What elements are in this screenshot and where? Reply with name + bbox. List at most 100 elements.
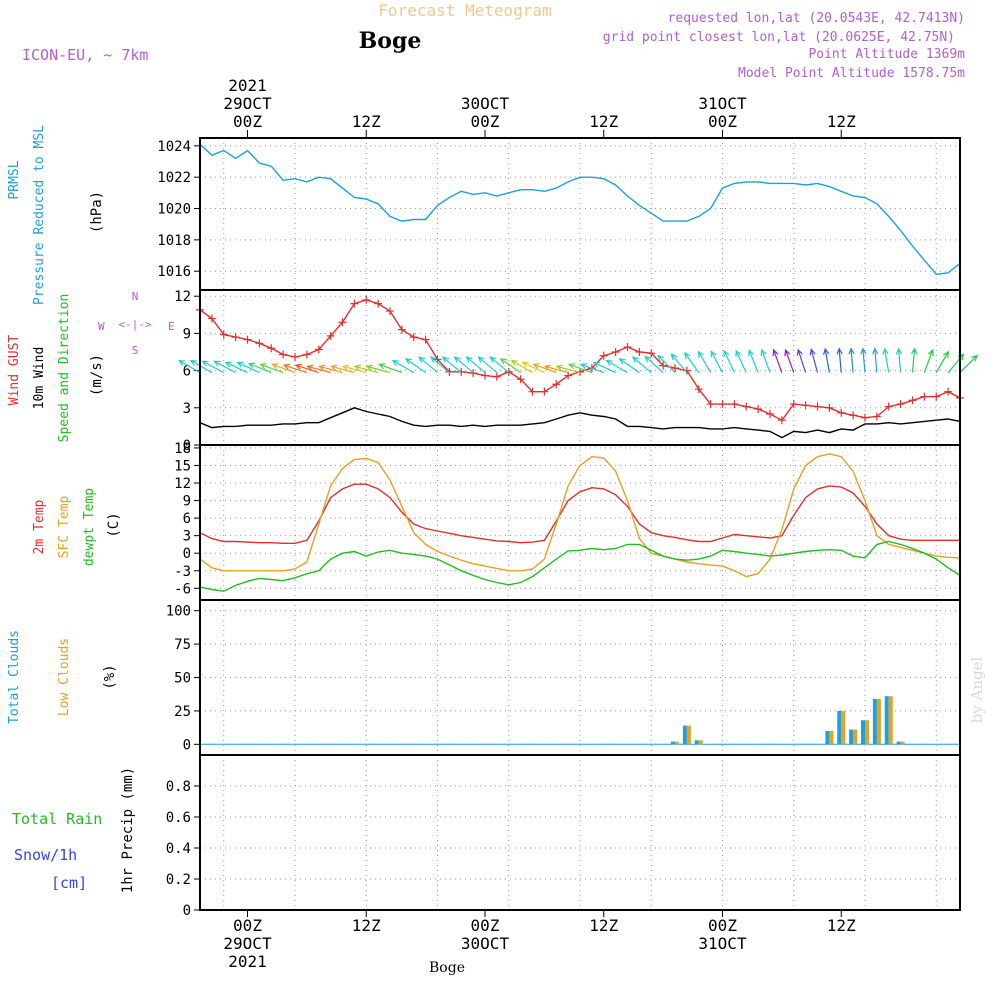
wind-arrow-head (271, 363, 279, 370)
gust-marker (243, 335, 252, 344)
gust-marker (754, 405, 763, 414)
gust-marker (861, 413, 869, 422)
wind-arrow (923, 349, 934, 373)
gust-marker (481, 371, 489, 380)
wind-panel: 0 3 6 9 12 (174, 289, 978, 454)
wind-arrow-head (809, 348, 816, 356)
wind-arrow-head (872, 347, 879, 355)
wind-arrow (511, 360, 533, 374)
gust-marker (611, 348, 620, 356)
bar-total-clouds (682, 725, 687, 745)
y-tick-label: 12 (174, 476, 191, 492)
gust-marker (291, 352, 299, 361)
wind-arrow (797, 349, 807, 373)
gust-marker (374, 299, 383, 308)
y-tick-label: 0 (183, 903, 191, 919)
wind-arrow (874, 348, 878, 373)
panel-frame (199, 289, 961, 446)
bar-total-clouds (861, 720, 865, 745)
wind-arrow-head (282, 363, 291, 370)
wind-arrow (418, 356, 438, 374)
bar-low-clouds (829, 730, 834, 745)
bar-low-clouds (876, 698, 881, 745)
label-low-clouds: Low Clouds (57, 638, 72, 716)
gust-marker (837, 408, 846, 417)
time-label-bottom: 12Z (827, 916, 856, 935)
wind-arrow (593, 361, 616, 374)
compass-w: W (98, 320, 105, 333)
gust-marker (302, 350, 311, 359)
label-2m-temp: 2m Temp (32, 499, 47, 554)
wind-arrow (307, 365, 331, 374)
wind-arrow (260, 363, 284, 374)
gust-marker (932, 392, 941, 401)
wind-arrow-head (605, 359, 613, 366)
series-line-10m-wind (199, 407, 961, 439)
wind-arrow (178, 360, 201, 374)
wind-arrow-head (618, 358, 626, 365)
wind-arrow-head (404, 358, 412, 365)
wind-arrow-head (201, 360, 209, 367)
wind-arrow (897, 348, 902, 373)
y-tick-label: 9 (183, 326, 191, 342)
label-sfc-temp: SFC Temp (57, 496, 72, 559)
wind-arrow-head (213, 360, 221, 367)
wind-arrow-head (353, 364, 361, 371)
wind-arrow-head (848, 347, 855, 355)
gust-marker (872, 412, 881, 421)
gust-marker (279, 350, 288, 359)
wind-arrow (366, 365, 391, 374)
wind-arrow (947, 353, 965, 373)
wind-arrow (392, 360, 415, 374)
wind-arrow (748, 350, 759, 373)
wind-arrow (190, 360, 213, 374)
clouds-panel: 0 25 50 75 100 (166, 599, 961, 756)
gust-marker (623, 343, 632, 352)
wind-arrow-head (317, 364, 326, 371)
gust-marker (718, 400, 727, 409)
label-c: (C) (106, 512, 122, 537)
wind-arrow (670, 353, 688, 373)
wind-arrow (569, 363, 593, 374)
time-label-bottom: 00Z (233, 916, 262, 935)
y-tick-label: 1024 (157, 139, 191, 155)
label-precip-mm: 1hr Precip (mm) (120, 767, 136, 893)
wind-arrow-head (189, 359, 198, 366)
wind-arrow-head (772, 348, 779, 357)
wind-arrow-head (378, 363, 386, 370)
gust-marker (516, 375, 525, 384)
gust-marker (338, 318, 347, 327)
temp-panel-labels: 2m Temp SFC Temp dewpt Temp (C) (32, 488, 122, 566)
label-snow-1h: Snow/1h (14, 846, 77, 864)
wind-arrow-head (365, 364, 373, 371)
label-ms: (m/s) (89, 354, 105, 396)
wind-arrow-head (510, 359, 518, 366)
bar-low-clouds (900, 741, 905, 745)
gust-marker (896, 400, 905, 409)
wind-arrow-head (499, 358, 507, 365)
grid-point-coords: grid point closest lon,lat (20.0625E, 42… (603, 30, 955, 45)
wind-arrow-head (465, 356, 473, 363)
wind-arrow (959, 355, 978, 374)
y-tick-label: 18 (174, 441, 191, 457)
wind-arrow-head (178, 359, 186, 366)
y-tick-label: -6 (174, 581, 191, 597)
gust-marker (730, 400, 739, 409)
wind-arrow (237, 361, 260, 374)
wind-arrow-head (418, 356, 426, 363)
wind-panel-labels: Wind GUST 10m Wind Speed and Direction (… (7, 294, 105, 443)
compass-n: N (132, 290, 139, 303)
wind-arrow-head (236, 361, 244, 368)
wind-arrow (619, 358, 640, 374)
label-total-rain: Total Rain (12, 810, 102, 828)
precip-panel-labels: Total Rain Snow/1h [cm] 1hr Precip (mm) (12, 767, 136, 893)
time-label-top: 30OCT (461, 94, 510, 113)
wind-arrow-head (670, 353, 678, 361)
wind-arrow (784, 349, 795, 373)
wind-arrow-head (453, 356, 461, 363)
gust-marker (825, 403, 834, 412)
wind-arrow (761, 349, 771, 373)
y-tick-label: 0 (183, 438, 191, 454)
gust-marker (362, 295, 371, 304)
gust-marker (528, 387, 537, 396)
